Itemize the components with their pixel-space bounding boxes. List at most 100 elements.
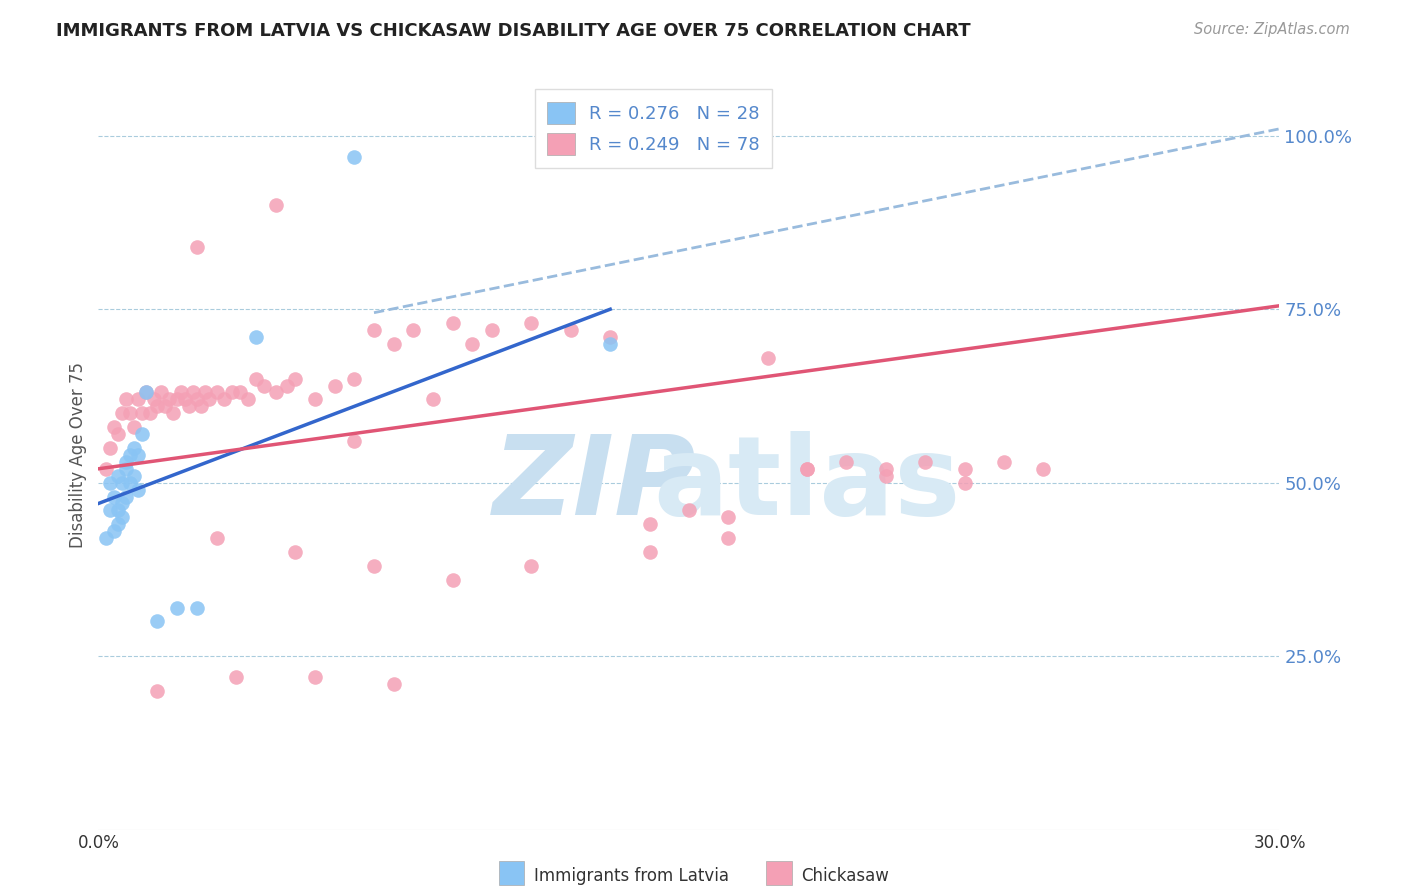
Point (599, 330, 621, 344)
Point (953, 462, 976, 476)
Point (186, 600, 208, 615)
Point (146, 400, 169, 414)
Point (174, 392, 197, 407)
Text: atlas: atlas (654, 432, 960, 539)
Point (520, 316, 543, 330)
Point (111, 496, 134, 510)
Point (181, 385, 204, 400)
Point (205, 385, 228, 400)
Text: Chickasaw: Chickasaw (801, 867, 889, 885)
Point (127, 448, 149, 462)
Point (96, 531, 118, 545)
Point (993, 455, 1015, 469)
Point (190, 400, 212, 414)
Point (225, 670, 247, 684)
Point (441, 316, 464, 330)
Point (717, 531, 740, 545)
Point (756, 351, 779, 365)
Legend: R = 0.276   N = 28, R = 0.249   N = 78: R = 0.276 N = 28, R = 0.249 N = 78 (534, 89, 772, 168)
Point (122, 420, 145, 434)
Point (875, 462, 897, 476)
Point (107, 517, 129, 532)
Point (122, 441, 145, 455)
Point (214, 392, 236, 407)
Text: ZIP: ZIP (492, 432, 696, 539)
Point (304, 670, 326, 684)
Point (402, 323, 425, 337)
Point (186, 240, 208, 254)
Point (131, 427, 153, 442)
Point (111, 475, 134, 490)
Point (157, 392, 180, 407)
Point (205, 531, 228, 545)
Point (382, 677, 405, 691)
Point (127, 392, 149, 407)
Point (197, 392, 219, 407)
Point (107, 427, 129, 442)
Point (382, 337, 405, 351)
Point (111, 406, 134, 420)
Point (323, 378, 346, 392)
Point (115, 392, 138, 407)
Point (1032, 462, 1054, 476)
Point (98, 441, 121, 455)
Point (343, 434, 366, 448)
Point (245, 371, 267, 385)
Point (461, 337, 484, 351)
Point (146, 615, 169, 629)
Point (122, 468, 145, 483)
Point (186, 392, 208, 407)
Point (599, 337, 621, 351)
Point (284, 545, 307, 559)
Point (678, 503, 700, 517)
Point (441, 573, 464, 587)
Point (796, 462, 818, 476)
Point (560, 323, 582, 337)
Point (107, 503, 129, 517)
Point (245, 330, 267, 344)
Point (115, 490, 138, 504)
Point (264, 198, 287, 212)
Point (953, 475, 976, 490)
Point (127, 483, 149, 497)
Point (343, 150, 366, 164)
Point (835, 455, 858, 469)
Point (150, 385, 173, 400)
Point (155, 400, 177, 414)
Point (177, 400, 200, 414)
Point (520, 558, 543, 573)
Point (253, 378, 276, 392)
Point (166, 392, 188, 407)
Point (638, 545, 661, 559)
Point (276, 378, 298, 392)
Point (98, 475, 121, 490)
Point (96, 462, 118, 476)
Point (481, 323, 503, 337)
Point (236, 392, 259, 407)
Point (796, 462, 818, 476)
Point (717, 510, 740, 524)
Point (343, 371, 366, 385)
Point (194, 385, 217, 400)
Point (98, 503, 121, 517)
Point (166, 600, 188, 615)
Point (363, 323, 385, 337)
Point (138, 406, 160, 420)
Text: Source: ZipAtlas.com: Source: ZipAtlas.com (1194, 22, 1350, 37)
Point (131, 406, 153, 420)
Point (264, 385, 287, 400)
Point (170, 385, 193, 400)
Text: Immigrants from Latvia: Immigrants from Latvia (534, 867, 730, 885)
Point (304, 392, 326, 407)
Point (103, 524, 125, 539)
Y-axis label: Disability Age Over 75: Disability Age Over 75 (69, 362, 87, 548)
Text: IMMIGRANTS FROM LATVIA VS CHICKASAW DISABILITY AGE OVER 75 CORRELATION CHART: IMMIGRANTS FROM LATVIA VS CHICKASAW DISA… (56, 22, 972, 40)
Point (103, 420, 125, 434)
Point (135, 385, 157, 400)
Point (363, 558, 385, 573)
Point (118, 475, 141, 490)
Point (107, 468, 129, 483)
Point (229, 385, 252, 400)
Point (914, 455, 936, 469)
Point (115, 462, 138, 476)
